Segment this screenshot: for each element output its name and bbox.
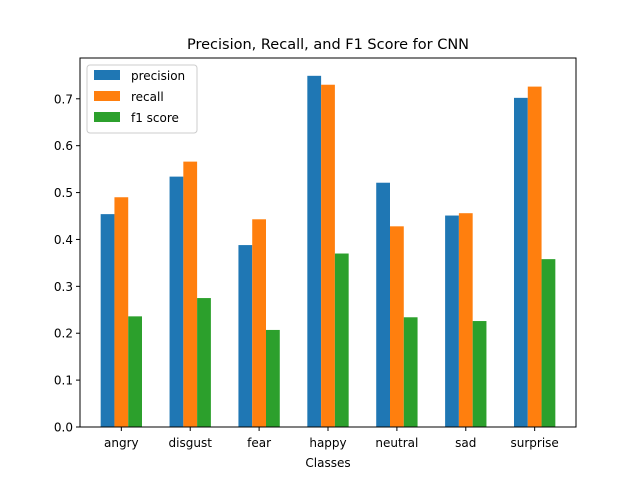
y-axis-ticks: 0.0 0.1 0.2 0.3 0.4 0.5 0.6 0.7 <box>54 92 80 435</box>
legend: precision recall f1 score <box>86 64 198 134</box>
legend-swatch-recall <box>94 91 120 101</box>
y-tick-label: 0.4 <box>54 233 73 247</box>
bar-recall-happy <box>321 84 335 427</box>
bar-f1-score-fear <box>266 329 280 427</box>
bar-precision-neutral <box>376 182 390 427</box>
x-tick-label: neutral <box>375 436 418 450</box>
plot-frame <box>79 57 577 428</box>
bar-recall-angry <box>114 197 129 427</box>
x-axis-label: Classes <box>305 456 350 470</box>
y-tick-label: 0.5 <box>54 186 73 200</box>
chart-title: Precision, Recall, and F1 Score for CNN <box>187 37 469 53</box>
bar-recall-neutral <box>390 226 404 427</box>
x-tick-label: happy <box>309 436 346 450</box>
bar-recall-disgust <box>183 161 198 427</box>
bar-precision-fear <box>238 245 253 427</box>
x-axis-ticks: angry disgust fear happy neutral sad surprise <box>104 427 559 450</box>
x-tick-label: surprise <box>511 436 559 450</box>
bar-f1-score-angry <box>128 316 142 427</box>
legend-label-recall: recall <box>131 90 164 104</box>
y-tick-label: 0.3 <box>54 280 73 294</box>
legend-label-precision: precision <box>131 69 185 83</box>
legend-label-f1-score: f1 score <box>131 111 179 125</box>
y-tick-label: 0.7 <box>54 92 73 106</box>
x-tick-label: fear <box>247 436 271 450</box>
bar-f1-score-surprise <box>541 259 556 427</box>
bar-recall-fear <box>252 219 266 427</box>
legend-swatch-precision <box>94 70 120 80</box>
x-tick-label: angry <box>104 436 139 450</box>
legend-swatch-f1-score <box>94 112 120 122</box>
bars-layer <box>100 75 556 427</box>
bar-precision-angry <box>100 214 115 427</box>
bar-f1-score-neutral <box>403 317 418 427</box>
y-tick-label: 0.6 <box>54 139 73 153</box>
bar-recall-surprise <box>527 86 542 427</box>
bar-precision-sad <box>445 215 459 427</box>
legend-items: precision recall f1 score <box>94 69 185 125</box>
bar-recall-sad <box>458 213 473 427</box>
bar-f1-score-sad <box>472 321 487 427</box>
bar-f1-score-disgust <box>197 298 211 427</box>
x-tick-label: sad <box>455 436 476 450</box>
bar-precision-happy <box>307 75 322 427</box>
bar-precision-disgust <box>169 176 184 427</box>
bar-f1-score-happy <box>334 253 349 427</box>
bar-precision-surprise <box>514 97 528 427</box>
y-tick-label: 0.2 <box>54 327 73 341</box>
y-tick-label: 0.0 <box>54 421 73 435</box>
y-tick-label: 0.1 <box>54 374 73 388</box>
x-tick-label: disgust <box>169 436 213 450</box>
